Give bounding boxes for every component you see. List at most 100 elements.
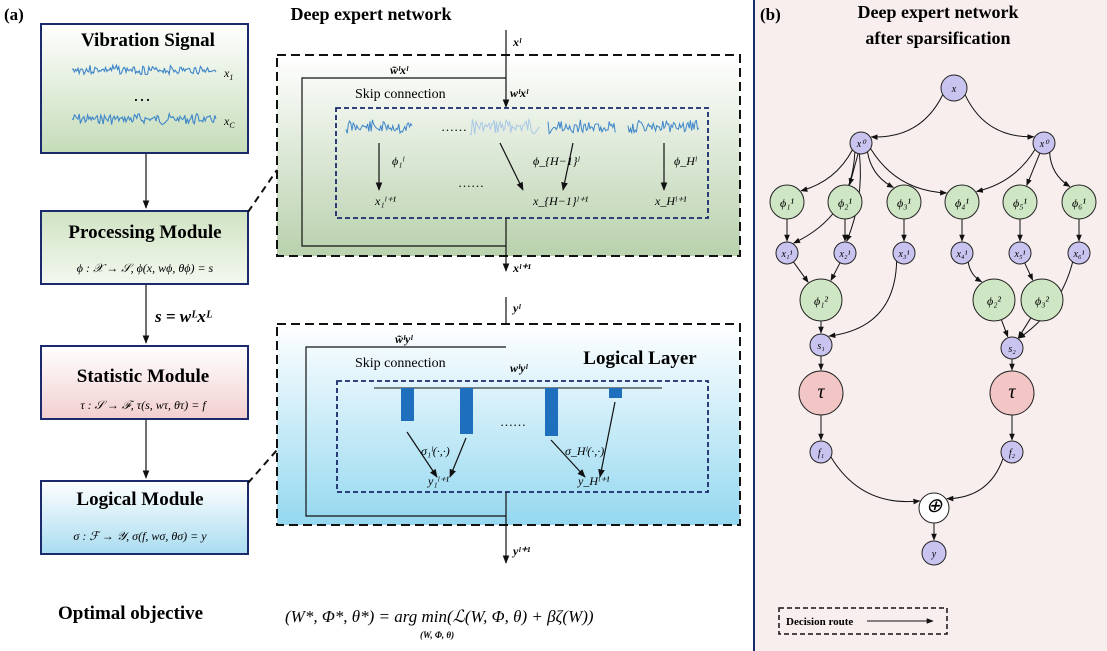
logical-skip-label: Skip connection <box>355 356 446 371</box>
objective-argmin-subscript: (W, Φ, θ) <box>420 630 454 640</box>
node-x2-label: x₂¹ <box>839 249 851 260</box>
logical-bar-3 <box>545 388 558 436</box>
statistic-module-formula: τ : 𝒮 → ℱ, τ(s, wτ, θτ) = f <box>80 398 207 412</box>
expert-skip-path <box>301 77 506 247</box>
node-phi2-3-label: ϕ₃² <box>1035 294 1049 308</box>
node-phi2-1: ϕ₁² <box>799 278 843 322</box>
node-x0-right: x⁰ <box>1032 131 1056 155</box>
panel-b-label: (b) <box>760 5 781 24</box>
vibration-signal-title: Vibration Signal <box>81 30 215 51</box>
node-x5: x₅¹ <box>1008 241 1032 265</box>
node-x4-label: x₄¹ <box>956 249 968 260</box>
node-tau1: τ <box>798 370 844 416</box>
processing-module-title: Processing Module <box>68 222 221 243</box>
expert-signal-1 <box>345 119 413 135</box>
node-phi2-2: ϕ₂² <box>972 278 1016 322</box>
node-x3: x₃¹ <box>892 241 916 265</box>
edge-x5-to-phi23 <box>1024 262 1034 281</box>
edge-x1-to-phi21 <box>793 261 809 283</box>
edge-x0a-to-phi4 <box>870 148 948 196</box>
vibration-waveform-1 <box>71 63 217 77</box>
node-s1: s₁ <box>809 333 833 357</box>
s-equation: s = wᴸxᴸ <box>154 307 213 326</box>
node-tau1-label: τ <box>817 381 825 403</box>
expert-arrow-h1b <box>561 142 574 191</box>
signal-ellipsis: … <box>133 85 151 105</box>
expert-input-label: xˡ <box>512 35 522 49</box>
node-phi6: ϕ₆¹ <box>1061 184 1097 220</box>
logical-layer-title: Logical Layer <box>583 348 697 369</box>
expert-network-title: Deep expert network <box>291 4 452 24</box>
logical-out-1: y₁ˡ⁺¹ <box>427 474 449 488</box>
node-x6: x₆¹ <box>1067 241 1091 265</box>
logical-bar-4 <box>609 388 622 398</box>
logical-input-label: yˡ <box>511 301 521 315</box>
vibration-signal-module: Vibration Signal x1 … xC <box>40 23 249 154</box>
expert-signal-4 <box>627 119 700 135</box>
panel-a-label: (a) <box>4 5 24 24</box>
signal-xc-label: xC <box>223 114 235 130</box>
node-f2: f₂ <box>1000 440 1024 464</box>
logical-arrow-1a <box>406 431 438 478</box>
node-phi1: ϕ₁¹ <box>769 184 805 220</box>
statistic-module: Statistic Module τ : 𝒮 → ℱ, τ(s, wτ, θτ)… <box>40 345 249 420</box>
edge-x0a-to-phi2 <box>848 153 859 186</box>
logical-module: Logical Module σ : ℱ → 𝒴, σ(f, wσ, θσ) =… <box>40 480 249 555</box>
logical-skip-weight: w̃ˡyˡ <box>395 332 413 346</box>
edge-x0a-to-phi1 <box>800 149 853 192</box>
logical-module-title: Logical Module <box>76 489 203 510</box>
edge-x4-to-phi22 <box>967 262 983 283</box>
statistic-module-title: Statistic Module <box>77 366 209 387</box>
edge-phi22-to-s2 <box>1000 319 1009 338</box>
node-phi5: ϕ₅¹ <box>1002 184 1038 220</box>
node-x1-label: x₁¹ <box>781 249 793 260</box>
expert-network-box <box>276 54 741 257</box>
expert-phi-1: ϕ₁ˡ <box>392 154 405 168</box>
processing-module-formula: ϕ : 𝒳 → 𝒮, ϕ(x, wϕ, θϕ) = s <box>77 261 214 275</box>
edge-x0b-to-phi5 <box>1026 153 1041 186</box>
node-x0-left: x⁰ <box>849 131 873 155</box>
edge-x-to-x0b <box>964 94 1035 140</box>
expert-signal-2 <box>469 117 540 136</box>
expert-out-h: x_Hˡ⁺¹ <box>654 194 687 208</box>
node-phi3-label: ϕ₃¹ <box>897 196 911 210</box>
node-x5-label: x₅¹ <box>1014 249 1026 260</box>
expert-phi-h1: ϕ_{H−1}ˡ <box>533 154 581 168</box>
node-tau2: τ <box>989 370 1035 416</box>
node-s2-label: s₂ <box>1008 344 1016 355</box>
node-y-label: y <box>931 549 937 560</box>
node-y: y <box>921 540 947 566</box>
node-phi3: ϕ₃¹ <box>886 184 922 220</box>
panel-b-title-line2: after sparsification <box>865 28 1010 48</box>
expert-main-weight: wˡxˡ <box>510 86 529 100</box>
expert-inner-box <box>335 107 709 219</box>
edge-x0a-to-phi3 <box>866 151 895 188</box>
logical-arrow-hb <box>598 401 616 478</box>
expert-middle-dots: …… <box>458 175 484 190</box>
logical-output-label: yˡ⁺¹ <box>511 544 531 558</box>
zoom-line-logical <box>247 449 278 484</box>
logical-bar-2 <box>460 388 473 434</box>
expert-out-h1: x_{H−1}ˡ⁺¹ <box>532 194 589 208</box>
expert-signal-dots: …… <box>441 119 467 134</box>
node-phi1-label: ϕ₁¹ <box>780 196 794 210</box>
node-phi6-label: ϕ₆¹ <box>1072 196 1086 210</box>
node-x2: x₂¹ <box>833 241 857 265</box>
node-x3-label: x₃¹ <box>898 249 910 260</box>
objective-label: Optimal objective <box>58 603 203 624</box>
edge-x-to-x0a <box>870 94 944 140</box>
expert-output-label: xˡ⁺¹ <box>512 261 531 275</box>
node-phi2-1-label: ϕ₁² <box>814 294 828 308</box>
edge-x2-to-phi21 <box>830 262 841 282</box>
graph-nodes: x x⁰ x⁰ ϕ₁¹ ϕ₂¹ ϕ₃¹ ϕ₄¹ ϕ₅¹ ϕ₆¹ x₁¹ x₂¹ x₃¹ x₄¹ x₅¹ x₆… <box>769 74 1097 566</box>
edge-x3-to-s1 <box>828 261 898 339</box>
node-x: x <box>940 74 968 102</box>
logical-inner-box <box>336 380 709 493</box>
logical-out-h: y_Hˡ⁺¹ <box>577 474 610 488</box>
expert-signal-3 <box>547 119 616 135</box>
node-phi2: ϕ₂¹ <box>827 184 863 220</box>
node-s1-label: s₁ <box>817 341 824 352</box>
node-phi2-label: ϕ₂¹ <box>838 196 852 210</box>
